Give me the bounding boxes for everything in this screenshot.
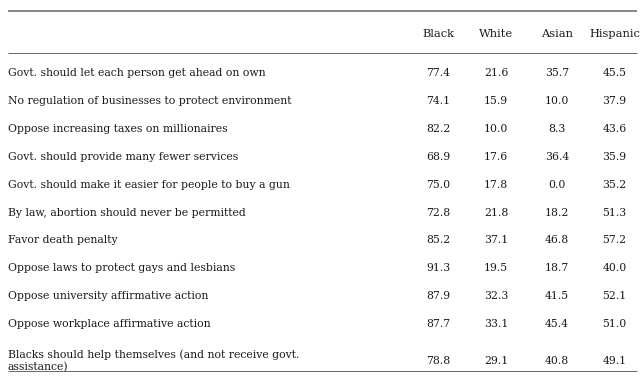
Text: 43.6: 43.6 <box>602 124 627 134</box>
Text: 82.2: 82.2 <box>426 124 451 134</box>
Text: 51.3: 51.3 <box>602 207 627 218</box>
Text: 85.2: 85.2 <box>426 235 451 246</box>
Text: 33.1: 33.1 <box>484 319 508 329</box>
Text: 46.8: 46.8 <box>545 235 569 246</box>
Text: Govt. should make it easier for people to buy a gun: Govt. should make it easier for people t… <box>8 180 289 190</box>
Text: 21.8: 21.8 <box>484 207 508 218</box>
Text: 49.1: 49.1 <box>602 356 627 366</box>
Text: 10.0: 10.0 <box>484 124 508 134</box>
Text: 18.2: 18.2 <box>545 207 569 218</box>
Text: By law, abortion should never be permitted: By law, abortion should never be permitt… <box>8 207 245 218</box>
Text: 68.9: 68.9 <box>426 152 451 162</box>
Text: Black: Black <box>422 29 454 39</box>
Text: 0.0: 0.0 <box>548 180 566 190</box>
Text: 52.1: 52.1 <box>602 291 627 301</box>
Text: 91.3: 91.3 <box>426 263 451 274</box>
Text: 35.2: 35.2 <box>602 180 627 190</box>
Text: Favor death penalty: Favor death penalty <box>8 235 117 246</box>
Text: No regulation of businesses to protect environment: No regulation of businesses to protect e… <box>8 96 291 106</box>
Text: 10.0: 10.0 <box>545 96 569 106</box>
Text: Govt. should let each person get ahead on own: Govt. should let each person get ahead o… <box>8 68 266 78</box>
Text: 35.7: 35.7 <box>545 68 569 78</box>
Text: Blacks should help themselves (and not receive govt.
assistance): Blacks should help themselves (and not r… <box>8 350 299 372</box>
Text: 8.3: 8.3 <box>548 124 566 134</box>
Text: 40.8: 40.8 <box>545 356 569 366</box>
Text: 41.5: 41.5 <box>545 291 569 301</box>
Text: 45.5: 45.5 <box>602 68 627 78</box>
Text: 78.8: 78.8 <box>426 356 451 366</box>
Text: 29.1: 29.1 <box>484 356 508 366</box>
Text: 17.8: 17.8 <box>484 180 508 190</box>
Text: Govt. should provide many fewer services: Govt. should provide many fewer services <box>8 152 238 162</box>
Text: 75.0: 75.0 <box>426 180 451 190</box>
Text: 21.6: 21.6 <box>484 68 508 78</box>
Text: Oppose laws to protect gays and lesbians: Oppose laws to protect gays and lesbians <box>8 263 235 274</box>
Text: 87.9: 87.9 <box>426 291 451 301</box>
Text: 36.4: 36.4 <box>545 152 569 162</box>
Text: 37.1: 37.1 <box>484 235 508 246</box>
Text: Oppose workplace affirmative action: Oppose workplace affirmative action <box>8 319 211 329</box>
Text: 35.9: 35.9 <box>602 152 627 162</box>
Text: 17.6: 17.6 <box>484 152 508 162</box>
Text: 87.7: 87.7 <box>426 319 451 329</box>
Text: 77.4: 77.4 <box>426 68 451 78</box>
Text: 51.0: 51.0 <box>602 319 627 329</box>
Text: 57.2: 57.2 <box>602 235 627 246</box>
Text: Hispanic: Hispanic <box>589 29 640 39</box>
Text: 15.9: 15.9 <box>484 96 508 106</box>
Text: Oppose university affirmative action: Oppose university affirmative action <box>8 291 208 301</box>
Text: Asian: Asian <box>541 29 573 39</box>
Text: 37.9: 37.9 <box>602 96 627 106</box>
Text: 32.3: 32.3 <box>484 291 508 301</box>
Text: 18.7: 18.7 <box>545 263 569 274</box>
Text: 40.0: 40.0 <box>602 263 627 274</box>
Text: White: White <box>479 29 513 39</box>
Text: 72.8: 72.8 <box>426 207 451 218</box>
Text: Oppose increasing taxes on millionaires: Oppose increasing taxes on millionaires <box>8 124 227 134</box>
Text: 19.5: 19.5 <box>484 263 508 274</box>
Text: 74.1: 74.1 <box>426 96 451 106</box>
Text: 45.4: 45.4 <box>545 319 569 329</box>
